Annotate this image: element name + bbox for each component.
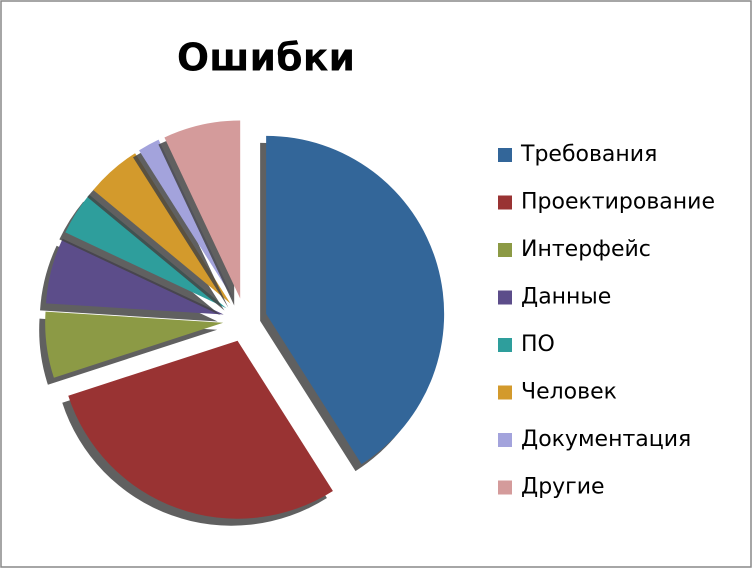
pie — [39, 120, 445, 526]
legend-swatch — [498, 385, 512, 400]
legend-swatch — [498, 243, 512, 257]
legend-swatch — [498, 338, 512, 352]
slice — [93, 153, 231, 304]
slice-shadow — [133, 146, 229, 308]
legend-label: Требования — [520, 142, 657, 167]
legend: Требования Проектирование Интерфейс Данные П… — [498, 142, 715, 500]
legend-label: ПО — [521, 332, 555, 357]
chart-title: Ошибки — [177, 36, 355, 80]
slice — [164, 120, 241, 299]
legend-swatch — [498, 433, 512, 447]
legend-swatch — [498, 480, 512, 495]
legend-label: Другие — [521, 475, 605, 500]
slice — [266, 135, 445, 465]
legend-label: Документация — [521, 427, 691, 452]
slice — [68, 340, 333, 519]
slice — [65, 194, 227, 309]
legend-label: Человек — [521, 380, 617, 405]
slice — [139, 139, 235, 301]
legend-swatch — [498, 148, 512, 162]
legend-label: Проектирование — [521, 190, 715, 215]
legend-swatch — [498, 290, 512, 305]
legend-swatch — [498, 195, 512, 210]
legend-label: Интерфейс — [521, 237, 651, 262]
legend-label: Данные — [521, 285, 611, 310]
slice — [45, 311, 224, 378]
